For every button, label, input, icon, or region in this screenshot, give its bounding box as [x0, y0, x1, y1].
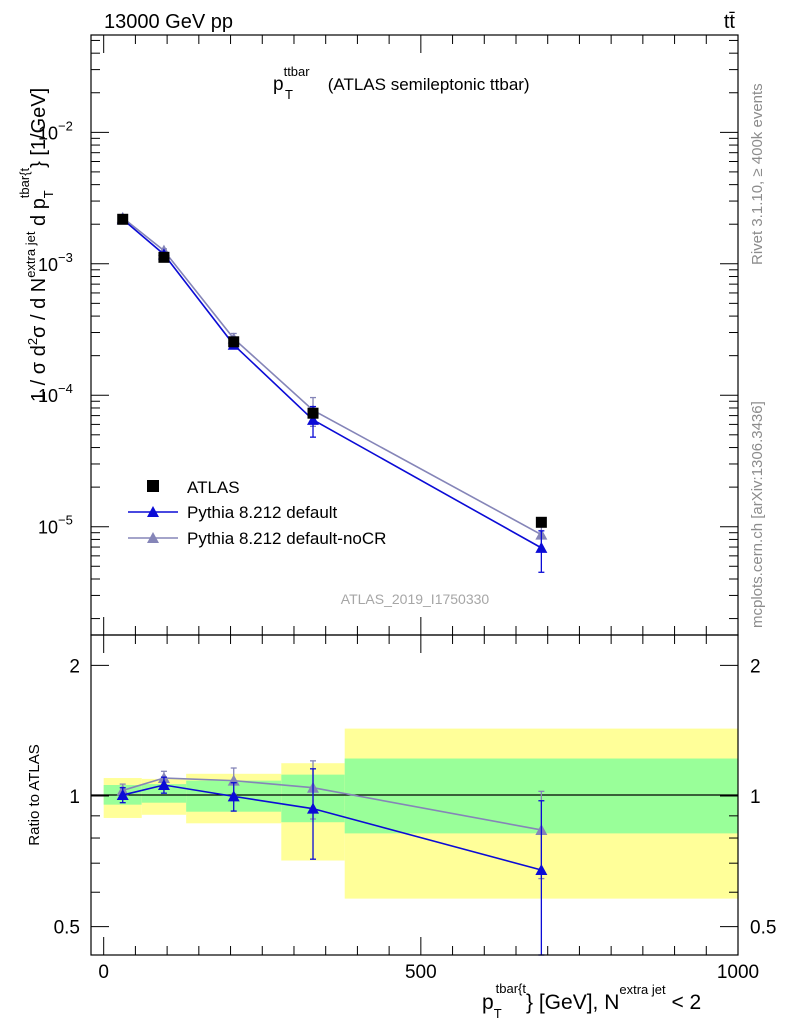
ratio-y-label: Ratio to ATLAS [26, 744, 43, 845]
main-axis-ticks: 10−5 10−4 10−3 10−2 [38, 35, 739, 635]
main-y-tick-label: 10−2 [38, 118, 73, 143]
legend-label-atlas: ATLAS [187, 478, 240, 497]
x-axis-label: pTtbar{t} [GeV], Nextra jet < 2 [482, 981, 701, 1021]
main-point-default [535, 541, 548, 553]
ratio-y-tick-label-left: 0.5 [54, 918, 80, 939]
x-tick-label: 500 [405, 962, 437, 983]
ratio-axis-ticks: 0.5 0.5 1 1 2 2 0 500 1000 [54, 635, 776, 983]
main-point-default [307, 413, 320, 425]
xlabel-part-2: } [GeV], N [526, 991, 619, 1014]
main-line-nocr [122, 217, 542, 536]
ratio-y-tick-label-right: 2 [750, 656, 761, 677]
ratio-point-default [307, 802, 320, 814]
legend-label-default: Pythia 8.212 default [187, 503, 338, 522]
ratio-panel: 0.5 0.5 1 1 2 2 0 500 1000 [54, 634, 776, 983]
main-point-atlas [158, 251, 170, 263]
main-point-atlas [535, 516, 547, 528]
xlabel-sup-1: tbar{t [496, 981, 527, 996]
legend-label-nocr: Pythia 8.212 default-noCR [187, 529, 386, 548]
main-panel: 10−5 10−4 10−3 10−2 [38, 34, 739, 636]
ylabel-part-3: d p [28, 198, 50, 231]
ylabel-part-1: 1 / σ d [28, 345, 50, 402]
main-series-layer [116, 211, 548, 573]
main-point-atlas [117, 213, 129, 225]
mcplots-label: mcplots.cern.ch [arXiv:1306.3436] [749, 401, 766, 628]
main-y-tick-label: 10−4 [38, 381, 73, 406]
ratio-y-tick-label-left: 2 [69, 656, 80, 677]
main-point-atlas [228, 336, 240, 348]
title-rest: (ATLAS semileptonic ttbar) [323, 75, 530, 94]
xlabel-sub-1: T [494, 1006, 502, 1021]
xlabel-part-3: < 2 [666, 991, 702, 1014]
main-y-label: 1 / σ d2σ / d Nextra jet d pTtbar{t} [1/… [17, 88, 56, 402]
ratio-point-default [227, 790, 240, 802]
legend-marker-default [147, 506, 159, 517]
ratio-point-default [157, 779, 170, 791]
xlabel-part-1: p [482, 991, 494, 1014]
analysis-watermark: ATLAS_2019_I1750330 [341, 591, 490, 607]
ylabel-part-4: } [1/GeV] [28, 88, 50, 168]
main-y-tick-label: 10−5 [38, 513, 73, 538]
title-sub: T [285, 87, 293, 102]
ylabel-sub-3: T [41, 190, 56, 198]
ratio-y-tick-label-right: 0.5 [750, 918, 776, 939]
title-sup: ttbar [284, 64, 311, 79]
ylabel-sup-2: extra jet [23, 231, 38, 278]
x-tick-label: 0 [98, 962, 109, 983]
legend: ATLAS Pythia 8.212 default Pythia 8.212 … [128, 478, 386, 548]
main-y-tick-label: 10−3 [38, 250, 73, 275]
ratio-y-tick-label-right: 1 [750, 787, 761, 808]
ylabel-part-2: σ / d N [28, 278, 50, 338]
ylabel-sup-3: tbar{t [17, 167, 32, 198]
energy-label: 13000 GeV pp [104, 11, 233, 33]
plot-title: pttbar T (ATLAS semileptonic ttbar) [273, 64, 530, 102]
ylabel-sup-1: 2 [25, 338, 40, 345]
ratio-y-tick-label-left: 1 [69, 787, 80, 808]
ratio-frame [90, 634, 739, 956]
legend-marker-nocr [147, 532, 159, 543]
legend-marker-atlas [147, 480, 159, 492]
title-base: p [273, 74, 284, 95]
ratio-point-default [535, 864, 548, 876]
rivet-label: Rivet 3.1.10, ≥ 400k events [749, 83, 766, 265]
xlabel-sup-2: extra jet [619, 982, 666, 997]
ratio-point-default [116, 789, 129, 801]
main-point-atlas [307, 407, 319, 419]
ratio-series-layer [116, 760, 548, 956]
process-label: tt̄ [724, 11, 736, 33]
main-line-default [122, 218, 542, 549]
ratio-uncertainty-bands [103, 728, 738, 899]
x-tick-label: 1000 [717, 962, 759, 983]
